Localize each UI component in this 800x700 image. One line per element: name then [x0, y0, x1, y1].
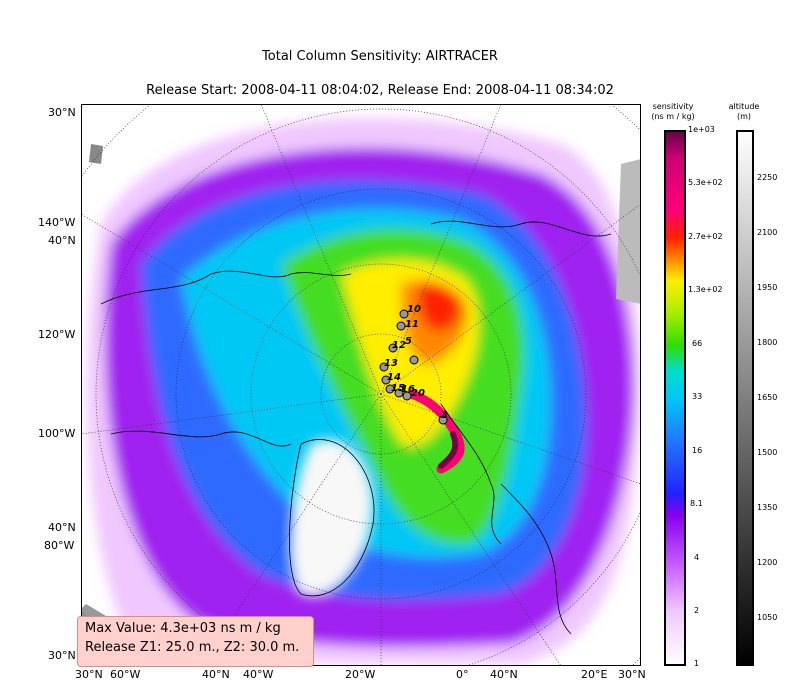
map-label-left: 120°W: [38, 328, 76, 341]
figure-subtitle: Release Start: 2008-04-11 08:04:02, Rele…: [146, 83, 614, 98]
coastlines: [100, 220, 612, 635]
track-point: [379, 362, 389, 372]
track-point: [409, 355, 419, 365]
sensitivity-colorbar-title: sensitivity (ns m / kg): [651, 102, 695, 121]
track-labels: 10 11 12 5 13 14 15 16 20 3: [384, 304, 448, 421]
release-core: [438, 431, 459, 469]
sens-tick: 1.3e+02: [688, 285, 723, 294]
map-label-left: 40°N: [48, 234, 76, 247]
sens-tick: 5.3e+02: [688, 178, 723, 187]
track-point: [438, 415, 448, 425]
alt-tick: 1350: [757, 503, 778, 512]
track-point: [385, 384, 395, 394]
alt-tick: 1050: [757, 613, 778, 622]
track-label: 13: [384, 358, 398, 369]
plume-red: [418, 283, 461, 332]
map-label-left: 40°N: [48, 521, 76, 534]
release-height-text: Release Z1: 25.0 m., Z2: 30.0 m.: [85, 640, 300, 655]
track-label: 15: [391, 383, 405, 394]
map-label-bottom: 60°W: [110, 668, 141, 681]
sensitivity-field: [86, 118, 640, 664]
track-label: 20: [411, 388, 425, 399]
track-point: [402, 391, 412, 401]
sens-tick: 1e+03: [688, 125, 715, 134]
map-label-left: 140°W: [38, 216, 76, 229]
sens-tick: 16: [692, 446, 703, 455]
max-value-text: Max Value: 4.3e+03 ns m / kg: [85, 621, 281, 636]
map-label-bottom: 30°N: [75, 668, 103, 681]
map-label-bottom: 20°E: [581, 668, 608, 681]
map-label-left: 30°N: [48, 106, 76, 119]
alt-tick: 1200: [757, 558, 778, 567]
land-patch: [616, 159, 641, 304]
land-patch: [89, 144, 103, 164]
track-point: [399, 309, 409, 319]
alt-tick: 1650: [757, 393, 778, 402]
track: [379, 309, 448, 425]
release-streak: [406, 389, 465, 474]
figure-title: Total Column Sensitivity: AIRTRACER: [262, 49, 498, 64]
track-label: 10: [407, 304, 421, 315]
track-point: [396, 321, 406, 331]
map-label-left: 30°N: [48, 649, 76, 662]
altitude-colorbar-title: altitude (m): [728, 102, 760, 121]
track-point: [381, 375, 391, 385]
alt-tick: 1950: [757, 283, 778, 292]
map-label-bottom: 40°N: [490, 668, 518, 681]
map-label-left: 100°W: [38, 427, 76, 440]
sens-tick: 2.7e+02: [688, 232, 723, 241]
map-label-left: 80°W: [44, 539, 75, 552]
alt-tick: 1500: [757, 448, 778, 457]
track-label: 11: [405, 319, 419, 330]
alt-tick: 2250: [757, 173, 778, 182]
map-label-bottom: 0°: [456, 668, 469, 681]
sensitivity-colorbar: [664, 130, 686, 666]
sens-tick: 2: [694, 606, 700, 615]
sens-tick: 8.1: [690, 499, 703, 508]
track-label: 12: [392, 340, 406, 351]
map-label-bottom: 20°W: [345, 668, 376, 681]
sens-tick: 33: [692, 392, 703, 401]
alt-tick: 2100: [757, 228, 778, 237]
sens-tick: 66: [692, 339, 703, 348]
map-label-bottom: 40°N: [202, 668, 230, 681]
track-label: 16: [401, 384, 415, 395]
graticule: [81, 104, 641, 666]
sens-tick: 1: [694, 659, 700, 668]
map-label-bottom: 40°W: [243, 668, 274, 681]
alt-tick: 1800: [757, 338, 778, 347]
altitude-colorbar: [736, 130, 754, 666]
sens-tick: 4: [694, 553, 700, 562]
track-label: 14: [387, 372, 401, 383]
info-box: Max Value: 4.3e+03 ns m / kg Release Z1:…: [77, 616, 314, 667]
map-label-bottom: 30°N: [618, 668, 646, 681]
track-label: 3: [441, 410, 448, 421]
track-point: [388, 343, 398, 353]
track-point: [394, 388, 404, 398]
track-label: 5: [405, 336, 412, 347]
sensitivity-map: 10 11 12 5 13 14 15 16 20 3: [81, 104, 641, 666]
greenland-gap: [290, 439, 373, 596]
